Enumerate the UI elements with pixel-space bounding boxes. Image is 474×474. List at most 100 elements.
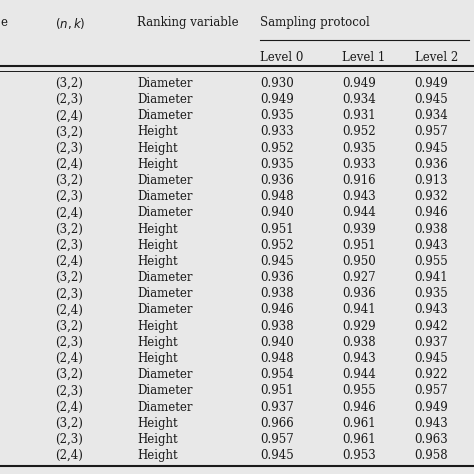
Text: 0.931: 0.931 <box>342 109 375 122</box>
Text: Diameter: Diameter <box>137 368 192 381</box>
Text: (2,3): (2,3) <box>55 239 83 252</box>
Text: (2,3): (2,3) <box>55 93 83 106</box>
Text: 0.935: 0.935 <box>260 109 294 122</box>
Text: Ranking variable: Ranking variable <box>137 17 239 29</box>
Text: Height: Height <box>137 433 178 446</box>
Text: 0.933: 0.933 <box>342 158 375 171</box>
Text: Diameter: Diameter <box>137 190 192 203</box>
Text: 0.952: 0.952 <box>260 239 293 252</box>
Text: Sampling protocol: Sampling protocol <box>260 17 370 29</box>
Text: 0.954: 0.954 <box>260 368 294 381</box>
Text: Height: Height <box>137 417 178 430</box>
Text: 0.946: 0.946 <box>415 206 448 219</box>
Text: 0.934: 0.934 <box>342 93 375 106</box>
Text: 0.943: 0.943 <box>415 239 448 252</box>
Text: 0.935: 0.935 <box>260 158 294 171</box>
Text: (2,3): (2,3) <box>55 433 83 446</box>
Text: (2,4): (2,4) <box>55 206 83 219</box>
Text: 0.957: 0.957 <box>260 433 294 446</box>
Text: 0.916: 0.916 <box>342 174 375 187</box>
Text: 0.939: 0.939 <box>342 223 375 236</box>
Text: 0.966: 0.966 <box>260 417 294 430</box>
Text: 0.945: 0.945 <box>415 352 448 365</box>
Text: Diameter: Diameter <box>137 174 192 187</box>
Text: (3,2): (3,2) <box>55 417 83 430</box>
Text: 0.938: 0.938 <box>415 223 448 236</box>
Text: 0.941: 0.941 <box>342 303 375 317</box>
Text: 0.951: 0.951 <box>342 239 375 252</box>
Text: 0.946: 0.946 <box>342 401 375 413</box>
Text: 0.955: 0.955 <box>415 255 448 268</box>
Text: (3,2): (3,2) <box>55 368 83 381</box>
Text: Height: Height <box>137 255 178 268</box>
Text: 0.957: 0.957 <box>415 126 448 138</box>
Text: 0.937: 0.937 <box>415 336 448 349</box>
Text: (2,4): (2,4) <box>55 158 83 171</box>
Text: 0.952: 0.952 <box>260 142 293 155</box>
Text: (2,4): (2,4) <box>55 449 83 462</box>
Text: 0.943: 0.943 <box>342 190 375 203</box>
Text: Height: Height <box>137 223 178 236</box>
Text: (2,3): (2,3) <box>55 336 83 349</box>
Text: Height: Height <box>137 158 178 171</box>
Text: 0.949: 0.949 <box>415 401 448 413</box>
Text: 0.944: 0.944 <box>342 368 375 381</box>
Text: Height: Height <box>137 352 178 365</box>
Text: 0.943: 0.943 <box>415 417 448 430</box>
Text: 0.950: 0.950 <box>342 255 375 268</box>
Text: 0.951: 0.951 <box>260 384 293 397</box>
Text: 0.937: 0.937 <box>260 401 294 413</box>
Text: 0.943: 0.943 <box>415 303 448 317</box>
Text: 0.949: 0.949 <box>415 77 448 90</box>
Text: Diameter: Diameter <box>137 271 192 284</box>
Text: (2,4): (2,4) <box>55 255 83 268</box>
Text: Level 1: Level 1 <box>342 51 385 64</box>
Text: Diameter: Diameter <box>137 287 192 301</box>
Text: Height: Height <box>137 239 178 252</box>
Text: 0.934: 0.934 <box>415 109 448 122</box>
Text: Diameter: Diameter <box>137 109 192 122</box>
Text: (2,3): (2,3) <box>55 384 83 397</box>
Text: Diameter: Diameter <box>137 401 192 413</box>
Text: 0.953: 0.953 <box>342 449 375 462</box>
Text: 0.943: 0.943 <box>342 352 375 365</box>
Text: 0.932: 0.932 <box>415 190 448 203</box>
Text: Diameter: Diameter <box>137 303 192 317</box>
Text: Height: Height <box>137 319 178 333</box>
Text: 0.927: 0.927 <box>342 271 375 284</box>
Text: $(n, k)$: $(n, k)$ <box>55 17 86 31</box>
Text: Height: Height <box>137 336 178 349</box>
Text: (3,2): (3,2) <box>55 126 83 138</box>
Text: 0.961: 0.961 <box>342 417 375 430</box>
Text: 0.946: 0.946 <box>260 303 294 317</box>
Text: e: e <box>0 17 8 29</box>
Text: 0.945: 0.945 <box>260 449 294 462</box>
Text: Diameter: Diameter <box>137 384 192 397</box>
Text: Height: Height <box>137 126 178 138</box>
Text: (2,3): (2,3) <box>55 287 83 301</box>
Text: 0.955: 0.955 <box>342 384 375 397</box>
Text: 0.940: 0.940 <box>260 206 294 219</box>
Text: 0.933: 0.933 <box>260 126 294 138</box>
Text: 0.938: 0.938 <box>260 287 293 301</box>
Text: (2,4): (2,4) <box>55 303 83 317</box>
Text: Height: Height <box>137 449 178 462</box>
Text: (3,2): (3,2) <box>55 174 83 187</box>
Text: 0.940: 0.940 <box>260 336 294 349</box>
Text: 0.942: 0.942 <box>415 319 448 333</box>
Text: (2,4): (2,4) <box>55 109 83 122</box>
Text: 0.929: 0.929 <box>342 319 375 333</box>
Text: (2,3): (2,3) <box>55 142 83 155</box>
Text: 0.913: 0.913 <box>415 174 448 187</box>
Text: (3,2): (3,2) <box>55 77 83 90</box>
Text: (3,2): (3,2) <box>55 223 83 236</box>
Text: 0.941: 0.941 <box>415 271 448 284</box>
Text: 0.948: 0.948 <box>260 352 293 365</box>
Text: Level 2: Level 2 <box>415 51 458 64</box>
Text: 0.936: 0.936 <box>415 158 448 171</box>
Text: Diameter: Diameter <box>137 206 192 219</box>
Text: Diameter: Diameter <box>137 77 192 90</box>
Text: 0.952: 0.952 <box>342 126 375 138</box>
Text: 0.961: 0.961 <box>342 433 375 446</box>
Text: 0.948: 0.948 <box>260 190 293 203</box>
